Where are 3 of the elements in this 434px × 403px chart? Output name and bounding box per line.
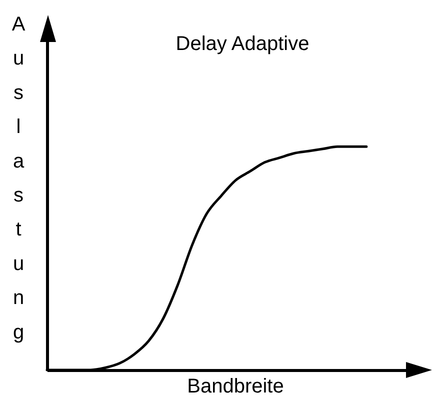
chart-title: Delay Adaptive: [176, 33, 310, 55]
text: Auslastung: [12, 14, 26, 344]
x-axis-title: Bandbreite: [187, 376, 284, 398]
